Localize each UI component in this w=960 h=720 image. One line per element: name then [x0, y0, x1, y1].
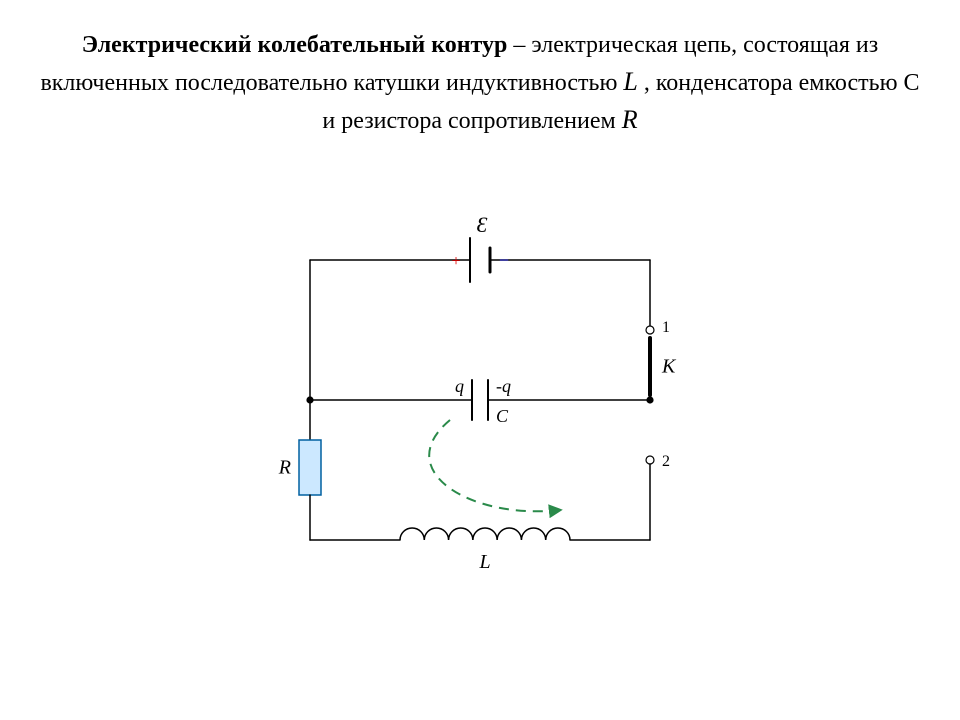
svg-text:2: 2	[662, 453, 670, 470]
svg-text:−: −	[499, 250, 509, 270]
svg-text:-q: -q	[496, 376, 511, 396]
symbol-L: L	[623, 67, 637, 96]
svg-text:q: q	[455, 376, 464, 396]
svg-text:L: L	[478, 551, 490, 573]
svg-text:R: R	[278, 457, 291, 479]
svg-text:1: 1	[662, 319, 670, 336]
svg-text:K: K	[661, 356, 677, 378]
symbol-R: R	[622, 105, 638, 134]
svg-text:C: C	[496, 406, 509, 426]
definition-paragraph: Электрический колебательный контур – эле…	[40, 28, 920, 138]
title-bold: Электрический колебательный контур	[82, 32, 508, 58]
circuit-svg: + −Ɛq -q C 1 K 2 R L	[270, 210, 690, 610]
circuit-diagram: + −Ɛq -q C 1 K 2 R L	[270, 210, 690, 610]
svg-text:+: +	[451, 253, 460, 270]
svg-text:Ɛ: Ɛ	[477, 212, 488, 237]
page: Электрический колебательный контур – эле…	[0, 0, 960, 720]
